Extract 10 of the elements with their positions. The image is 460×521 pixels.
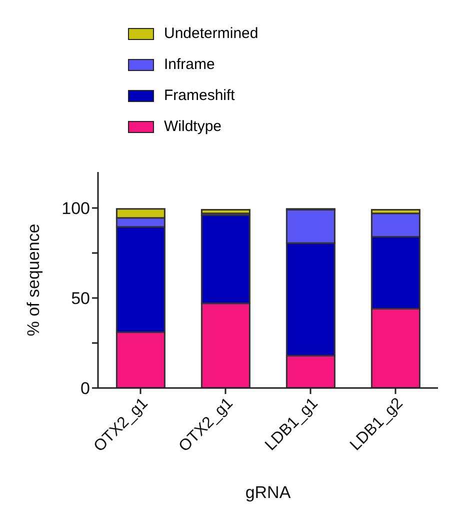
legend-label: Inframe [164, 56, 215, 73]
bar [200, 209, 250, 214]
y-tick-label: 50 [71, 289, 90, 308]
legend-label: Undetermined [164, 25, 258, 42]
y-tick-label: 0 [80, 379, 90, 398]
legend-label: Wildtype [164, 118, 222, 135]
y-axis-title: % of sequence [24, 224, 44, 336]
y-tick-label: 100 [62, 199, 90, 218]
legend-label: Frameshift [164, 87, 235, 104]
x-axis-title: gRNA [245, 483, 292, 502]
